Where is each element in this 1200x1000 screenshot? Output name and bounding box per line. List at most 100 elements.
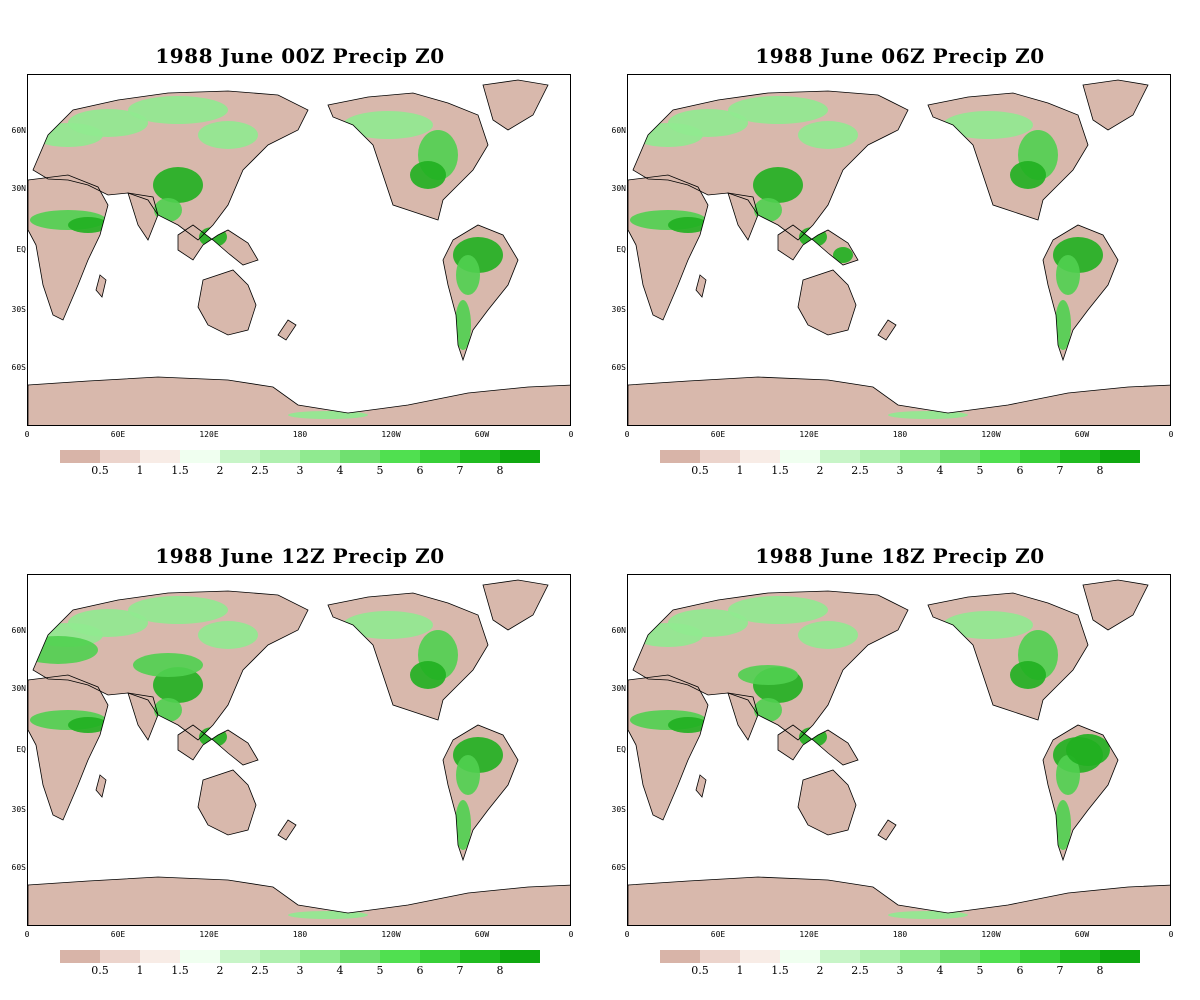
colorbar-label: 7 bbox=[456, 464, 464, 477]
coastline-madagascar bbox=[95, 274, 107, 298]
precip-region bbox=[711, 205, 735, 225]
coastline-madagascar bbox=[695, 274, 707, 298]
coastline-india bbox=[727, 192, 759, 241]
precip-region bbox=[456, 255, 480, 295]
precip-region bbox=[943, 111, 1033, 139]
latitude-label: 60N bbox=[611, 126, 626, 135]
colorbar-label: 3 bbox=[296, 464, 304, 477]
colorbar-swatch bbox=[100, 450, 140, 463]
coastline-eurasia bbox=[632, 590, 909, 741]
colorbar-swatch bbox=[1060, 450, 1100, 463]
colorbar-swatch bbox=[380, 950, 420, 963]
landmass-antarctica bbox=[628, 377, 1170, 425]
colorbar-swatch bbox=[380, 450, 420, 463]
colorbar-swatch bbox=[820, 450, 860, 463]
precip-region bbox=[1056, 755, 1080, 795]
precip-region bbox=[199, 227, 227, 247]
landmass-greenland bbox=[483, 580, 548, 630]
colorbar bbox=[660, 950, 1140, 963]
landmass-madagascar bbox=[96, 775, 106, 797]
colorbar-swatch bbox=[300, 450, 340, 463]
longitude-label: 60W bbox=[474, 430, 490, 439]
precip-region bbox=[343, 111, 433, 139]
map-frame bbox=[27, 74, 571, 426]
panel-title: 1988 June 06Z Precip Z0 bbox=[755, 44, 1045, 68]
coastline-namerica bbox=[927, 92, 1089, 221]
colorbar-label: 1 bbox=[136, 964, 144, 977]
precip-region bbox=[668, 217, 708, 233]
coastline-namerica bbox=[927, 592, 1089, 721]
precip-region bbox=[1010, 161, 1046, 189]
precip-region bbox=[456, 755, 480, 795]
coastline-eurasia bbox=[632, 90, 909, 241]
colorbar-swatch bbox=[740, 950, 780, 963]
colorbar-label: 6 bbox=[416, 964, 424, 977]
longitude-label: 120E bbox=[199, 930, 219, 939]
latitude-label: 30N bbox=[11, 184, 26, 193]
latitude-label: 30S bbox=[611, 805, 626, 814]
coastline-nz bbox=[877, 319, 897, 341]
colorbar-label: 5 bbox=[976, 464, 984, 477]
longitude-label: 0 bbox=[1168, 430, 1174, 439]
landmass-namerica bbox=[328, 93, 488, 220]
latitude-label: 30S bbox=[11, 305, 26, 314]
precip-region bbox=[455, 300, 471, 350]
colorbar-label: 6 bbox=[416, 464, 424, 477]
colorbar-label: 0.5 bbox=[691, 964, 709, 977]
landmass-australia bbox=[798, 770, 856, 835]
colorbar-label: 8 bbox=[1096, 964, 1104, 977]
latitude-label: 60N bbox=[11, 626, 26, 635]
landmass-africa bbox=[28, 675, 108, 820]
map-panel: 1988 June 18Z Precip Z0 60N 30N EQ 30S 60S 0 60… bbox=[600, 500, 1200, 1000]
colorbar-swatch bbox=[140, 950, 180, 963]
colorbar-swatch bbox=[220, 950, 260, 963]
colorbar-label: 7 bbox=[456, 964, 464, 977]
precip-field bbox=[30, 96, 503, 419]
landmass-australia bbox=[198, 770, 256, 835]
landmass-antarctica bbox=[28, 377, 570, 425]
longitude-label: 180 bbox=[892, 930, 908, 939]
colorbar-swatch bbox=[900, 450, 940, 463]
longitude-label: 60W bbox=[1074, 930, 1090, 939]
longitude-label: 60E bbox=[710, 930, 726, 939]
colorbar-swatch bbox=[660, 950, 700, 963]
precip-region bbox=[754, 698, 782, 722]
colorbar-swatch bbox=[780, 950, 820, 963]
precip-region bbox=[799, 727, 827, 747]
longitude-label: 0 bbox=[24, 430, 30, 439]
precip-region bbox=[111, 705, 135, 725]
landmass-india bbox=[728, 693, 758, 740]
latitude-label: 30S bbox=[11, 805, 26, 814]
coastline-africa bbox=[628, 174, 709, 321]
precip-region bbox=[728, 596, 828, 624]
colorbar-swatch bbox=[860, 450, 900, 463]
precip-region bbox=[153, 167, 203, 203]
latitude-label: 30N bbox=[611, 184, 626, 193]
colorbar-label: 6 bbox=[1016, 964, 1024, 977]
map-panel: 1988 June 00Z Precip Z0 60N 30N EQ 30S 60S 0 60… bbox=[0, 0, 600, 500]
colorbar-swatch bbox=[300, 950, 340, 963]
longitude-label: 180 bbox=[292, 430, 308, 439]
colorbar-label: 1 bbox=[736, 464, 744, 477]
coastline-antarctica bbox=[628, 376, 1170, 425]
latitude-label: 30N bbox=[611, 684, 626, 693]
longitude-label: 180 bbox=[292, 930, 308, 939]
coastline-samerica bbox=[1042, 724, 1119, 862]
landmass-india bbox=[128, 193, 158, 240]
precip-region bbox=[988, 243, 1028, 267]
precip-region bbox=[943, 611, 1033, 639]
colorbar-swatch bbox=[980, 950, 1020, 963]
latitude-label: 30N bbox=[11, 684, 26, 693]
precip-region bbox=[798, 621, 858, 649]
landmass-africa bbox=[628, 675, 708, 820]
landmass-nz bbox=[278, 820, 296, 840]
precip-region bbox=[753, 167, 803, 203]
precip-region bbox=[133, 653, 203, 677]
longitude-label: 120W bbox=[381, 430, 401, 439]
colorbar-swatch bbox=[100, 950, 140, 963]
precip-region bbox=[833, 247, 853, 263]
precip-region bbox=[1056, 255, 1080, 295]
precip-region bbox=[711, 705, 735, 725]
colorbar-swatch bbox=[1100, 950, 1140, 963]
longitude-label: 120E bbox=[799, 430, 819, 439]
